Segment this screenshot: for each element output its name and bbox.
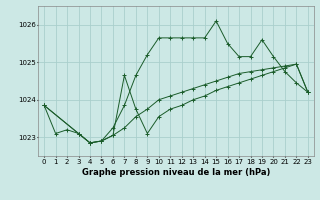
X-axis label: Graphe pression niveau de la mer (hPa): Graphe pression niveau de la mer (hPa) <box>82 168 270 177</box>
